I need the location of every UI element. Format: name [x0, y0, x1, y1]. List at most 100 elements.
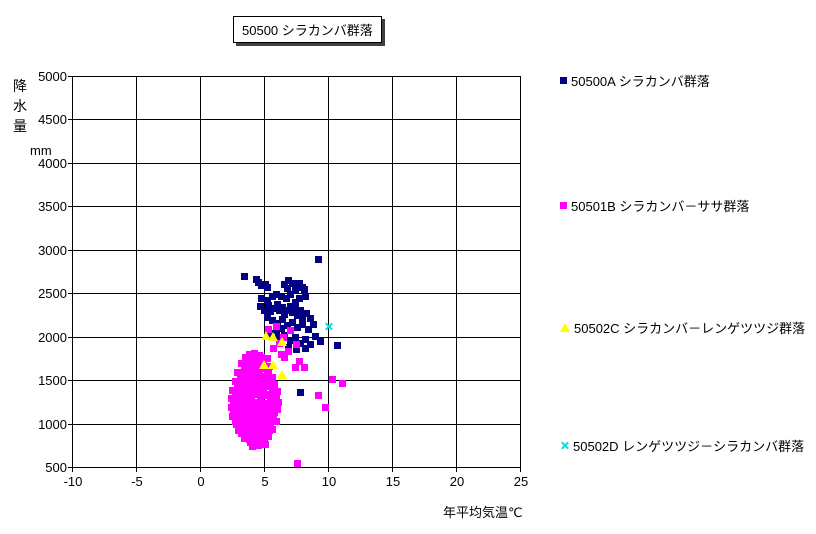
scatter-point — [254, 382, 262, 390]
scatter-point — [291, 305, 299, 313]
x-axis-tick — [136, 468, 137, 472]
scatter-point — [258, 388, 266, 396]
scatter-point — [324, 322, 333, 331]
scatter-point — [272, 323, 280, 331]
scatter-point — [272, 417, 280, 425]
chart-title-box[interactable]: 50500 シラカンバ群落 — [233, 16, 382, 43]
scatter-point — [264, 383, 272, 391]
scatter-point — [252, 391, 260, 399]
gridline-vertical — [520, 76, 521, 467]
legend-item-50502C[interactable]: 50502C シラカンバ－レンゲツツジ群落 — [560, 319, 805, 336]
scatter-point — [291, 286, 299, 294]
scatter-point — [300, 363, 308, 371]
scatter-point — [249, 442, 257, 450]
scatter-point — [232, 421, 240, 429]
scatter-point — [278, 316, 286, 324]
scatter-point — [254, 441, 262, 449]
scatter-point — [244, 356, 252, 364]
scatter-point — [281, 280, 289, 288]
y-tick-label: 500 — [45, 460, 67, 475]
plot-area[interactable]: -10 -5 0 5 10 15 20 25 500 1000 1500 2000 2500 3000 35… — [38, 69, 528, 489]
y-axis-unit: mm — [30, 143, 52, 158]
scatter-point — [264, 325, 272, 333]
x-axis-tick — [456, 468, 457, 472]
scatter-point — [286, 291, 294, 299]
scatter-point — [261, 365, 268, 373]
scatter-point — [227, 403, 235, 411]
scatter-point — [333, 342, 341, 350]
scatter-point — [296, 339, 304, 347]
scatter-point — [246, 373, 254, 381]
scatter-point — [282, 295, 290, 303]
scatter-point — [273, 301, 281, 309]
scatter-point — [258, 295, 266, 303]
scatter-point — [263, 354, 271, 362]
scatter-point — [241, 390, 249, 398]
scatter-point — [322, 403, 330, 411]
scatter-point — [250, 400, 258, 407]
x-axis-tick — [392, 468, 393, 472]
scatter-point — [272, 291, 280, 299]
legend-item-50502D[interactable]: 50502D レンゲツツジ－シラカンバ群落 — [560, 437, 804, 454]
scatter-point — [257, 373, 265, 381]
scatter-point — [291, 333, 299, 341]
y-tick-label: 1500 — [38, 373, 67, 389]
scatter-point — [262, 376, 270, 384]
scatter-point — [245, 401, 253, 409]
scatter-point — [254, 357, 262, 365]
scatter-point — [245, 409, 253, 417]
scatter-point — [276, 370, 287, 380]
scatter-point — [295, 357, 303, 365]
y-axis-tick — [68, 293, 72, 295]
gridline-horizontal — [73, 119, 521, 121]
scatter-point — [240, 435, 248, 443]
scatter-point — [271, 409, 279, 417]
scatter-point — [237, 395, 245, 403]
scatter-point — [264, 367, 272, 375]
scatter-point — [312, 332, 320, 340]
scatter-point — [289, 279, 297, 287]
scatter-point — [268, 317, 276, 325]
scatter-point — [241, 416, 249, 424]
legend-item-50500A[interactable]: 50500A シラカンバ群落 — [560, 72, 710, 89]
gridline-horizontal — [73, 380, 521, 382]
scatter-point — [227, 395, 235, 403]
scatter-point — [236, 419, 244, 427]
scatter-point — [258, 281, 266, 289]
x-tick-label: 20 — [449, 474, 465, 489]
scatter-point — [244, 369, 252, 377]
scatter-point — [252, 375, 260, 383]
scatter-point — [237, 429, 245, 437]
scatter-point — [244, 382, 252, 390]
scatter-point — [248, 360, 256, 368]
scatter-point — [255, 410, 263, 418]
scatter-point — [301, 293, 309, 301]
scatter-point — [293, 345, 300, 353]
legend-item-50501B[interactable]: 50501B シラカンバ－ササ群落 — [560, 197, 749, 214]
scatter-point — [278, 303, 286, 311]
scatter-point — [266, 426, 274, 434]
x-axis-tick — [520, 468, 521, 472]
scatter-point — [301, 345, 309, 352]
scatter-point — [257, 419, 265, 427]
scatter-point — [240, 399, 248, 407]
scatter-point — [250, 434, 258, 442]
x-axis-tick — [72, 468, 73, 472]
scatter-point — [303, 310, 311, 318]
x-axis-tick — [200, 468, 201, 472]
scatter-point — [240, 365, 248, 373]
scatter-point — [268, 293, 276, 301]
y-axis-tick — [68, 162, 72, 164]
scatter-point — [240, 408, 248, 416]
scatter-point — [252, 417, 260, 425]
scatter-point — [248, 353, 256, 361]
scatter-point — [237, 360, 245, 368]
scatter-point — [255, 402, 263, 410]
scatter-point — [262, 392, 270, 400]
scatter-point — [231, 391, 239, 399]
scatter-point — [263, 284, 271, 291]
scatter-point — [250, 408, 258, 416]
y-axis-title: 降水量 — [13, 78, 27, 134]
scatter-point — [257, 397, 265, 405]
scatter-point — [317, 337, 325, 345]
